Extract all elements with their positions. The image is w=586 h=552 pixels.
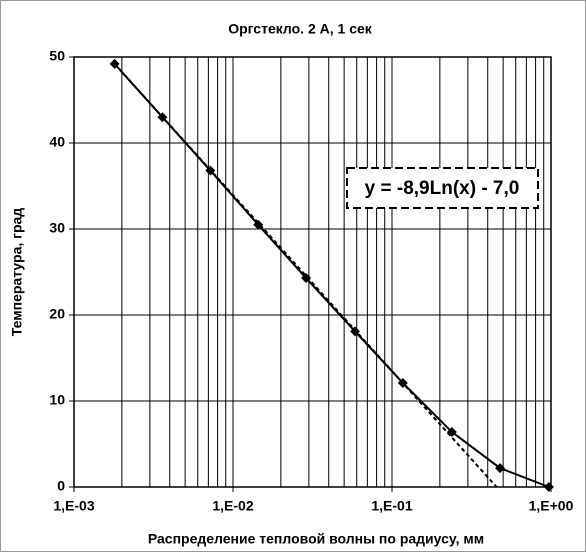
- annotation: y = -8,9Ln(x) - 7,0: [365, 178, 520, 199]
- y-tick-label: 0: [57, 478, 65, 494]
- y-tick-label: 10: [49, 392, 65, 408]
- y-tick-label: 20: [49, 306, 65, 322]
- x-tick-label: 1,E-03: [53, 498, 94, 514]
- y-tick-label: 50: [49, 48, 65, 64]
- chart-title: Оргстекло. 2 А, 1 сек: [228, 21, 373, 37]
- marker: [397, 377, 408, 388]
- marker: [253, 219, 264, 230]
- marker: [349, 326, 360, 337]
- x-tick-label: 1,E-02: [212, 498, 253, 514]
- marker: [446, 426, 457, 437]
- x-tick-label: 1,E+00: [529, 498, 574, 514]
- y-tick-label: 30: [49, 220, 65, 236]
- y-tick-label: 40: [49, 134, 65, 150]
- x-axis-label: Распределение тепловой волны по радиусу,…: [148, 531, 484, 547]
- marker: [205, 165, 216, 176]
- plot-area: [73, 56, 552, 488]
- marker: [543, 482, 554, 492]
- y-axis-label: Температура, град: [9, 208, 25, 336]
- marker: [157, 112, 168, 123]
- x-tick-label: 1,E-01: [371, 498, 412, 514]
- marker: [301, 273, 312, 284]
- marker: [109, 58, 120, 69]
- marker: [495, 463, 506, 474]
- annotation-box: [346, 167, 539, 209]
- series-line: [113, 63, 550, 488]
